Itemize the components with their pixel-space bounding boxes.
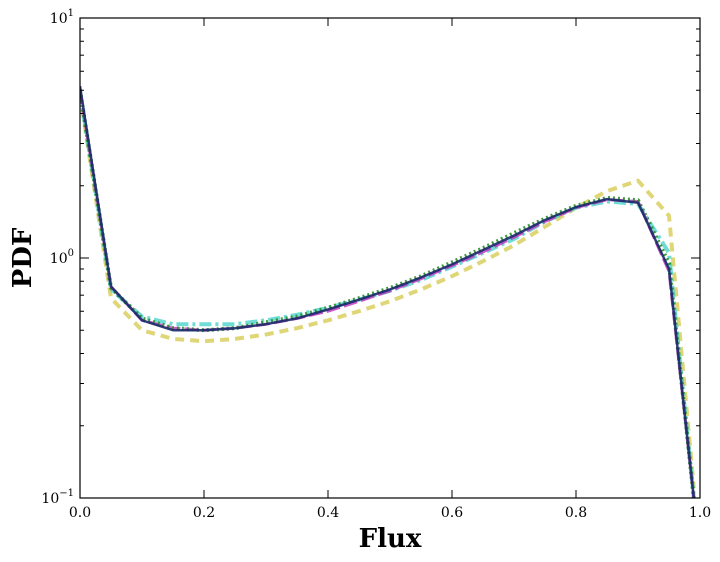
series-line-2 [80,92,696,498]
series-line-4 [80,89,696,498]
ticks-layer: 0.0 0.2 0.4 0.6 0.8 1.0 10−1 100 101 [41,8,711,521]
x-tick-label: 0.4 [317,505,339,521]
series-line-5 [80,86,696,498]
plot-frame [79,17,701,499]
x-tick-label: 0.2 [193,505,215,521]
y-axis-label: PDF [8,227,38,288]
x-tick-label: 1.0 [689,505,711,521]
y-tick-label: 100 [50,248,74,267]
x-axis-label: Flux [359,524,422,554]
y-tick-label: 101 [50,8,74,27]
series-line-1 [80,94,696,489]
series-layer [80,86,696,498]
y-tick-label: 10−1 [41,488,74,507]
series-line-3 [80,89,696,498]
x-tick-label: 0.8 [565,505,587,521]
x-tick-label: 0.0 [69,505,91,521]
x-tick-label: 0.6 [441,505,463,521]
